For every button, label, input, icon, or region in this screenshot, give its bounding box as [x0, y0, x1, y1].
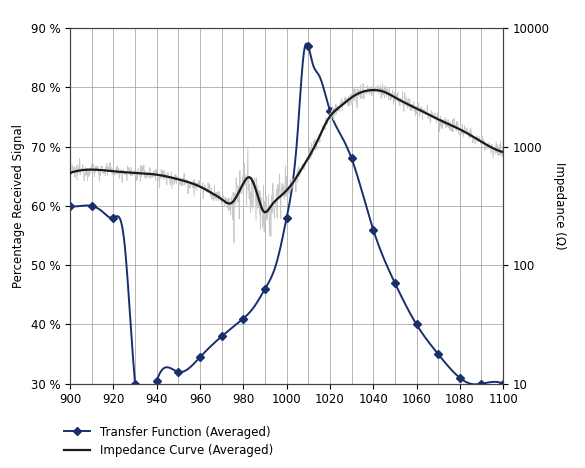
Line: Impedance Curve (Averaged): Impedance Curve (Averaged) — [70, 90, 503, 212]
Transfer Function (Averaged) — [153, 378, 160, 384]
Transfer Function (Averaged) — [413, 322, 420, 327]
Transfer Function (Averaged) — [197, 354, 204, 360]
Impedance Curve (Averaged) — [257, 203, 264, 209]
Transfer Function (Averaged) — [240, 316, 247, 322]
Transfer Function (Averaged) — [132, 381, 139, 387]
Transfer Function (Averaged) — [67, 203, 74, 209]
Transfer Function (Averaged) — [305, 44, 312, 49]
Transfer Function (Averaged) — [435, 351, 442, 357]
Transfer Function (Averaged) — [326, 108, 333, 114]
Transfer Function (Averaged) — [348, 156, 355, 161]
Impedance Curve (Averaged) — [413, 106, 420, 111]
Transfer Function (Averaged) — [261, 286, 269, 292]
Impedance Curve (Averaged) — [364, 88, 371, 93]
Y-axis label: Impedance (Ω): Impedance (Ω) — [553, 162, 566, 250]
Transfer Function (Averaged) — [370, 227, 377, 233]
Transfer Function (Averaged) — [478, 381, 485, 387]
Impedance Curve (Averaged) — [261, 209, 269, 215]
Impedance Curve (Averaged) — [370, 87, 377, 93]
Transfer Function (Averaged) — [456, 375, 463, 380]
Transfer Function (Averaged) — [218, 334, 225, 339]
Impedance Curve (Averaged) — [500, 149, 507, 155]
Transfer Function (Averaged) — [175, 369, 182, 375]
Impedance Curve (Averaged) — [242, 177, 249, 183]
Impedance Curve (Averaged) — [111, 168, 118, 174]
Impedance Curve (Averaged) — [405, 102, 412, 108]
Transfer Function (Averaged) — [283, 215, 290, 220]
Legend: Transfer Function (Averaged), Impedance Curve (Averaged): Transfer Function (Averaged), Impedance … — [64, 425, 273, 457]
Transfer Function (Averaged) — [391, 280, 398, 286]
Transfer Function (Averaged) — [110, 215, 117, 220]
Transfer Function (Averaged) — [88, 203, 95, 209]
Transfer Function (Averaged) — [500, 381, 507, 387]
Y-axis label: Percentage Received Signal: Percentage Received Signal — [12, 124, 25, 288]
Line: Transfer Function (Averaged): Transfer Function (Averaged) — [67, 44, 506, 387]
Impedance Curve (Averaged) — [67, 170, 74, 176]
